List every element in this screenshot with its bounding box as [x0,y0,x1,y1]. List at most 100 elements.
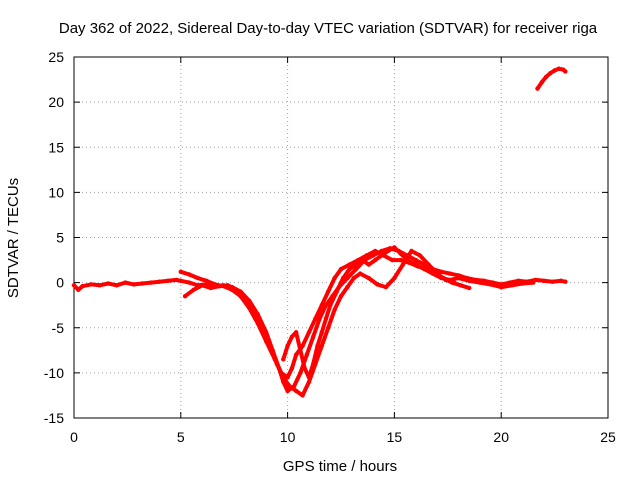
data-point [204,278,209,283]
data-point [347,266,352,272]
data-point [187,272,192,277]
data-point [76,287,81,292]
data-point [306,375,312,380]
data-point [409,248,414,254]
data-point [328,303,333,308]
y-tick-label: 20 [48,94,64,110]
data-point [332,275,337,281]
y-tick-label: 15 [48,139,64,155]
data-point [304,352,309,357]
data-point [293,330,299,335]
data-point [268,343,273,348]
y-tick-label: 5 [56,230,64,246]
data-point [281,375,286,380]
data-point [289,366,295,371]
data-point [400,262,406,267]
data-point [319,303,324,308]
data-point [520,281,525,286]
data-point [422,266,427,272]
data-point [458,283,463,288]
data-point [157,279,162,284]
data-point [71,283,77,288]
data-point [287,384,292,389]
data-point [293,388,299,394]
data-point [556,66,562,71]
data-point [217,284,222,289]
y-tick-label: 10 [48,184,64,200]
data-point [499,284,504,290]
x-tick-label: 20 [493,429,509,445]
data-point [385,248,391,254]
data-point [550,279,555,284]
data-point [539,80,544,85]
data-point [390,257,395,263]
series-track-c [182,248,457,398]
data-point [373,257,378,263]
data-point [97,283,102,288]
data-point [413,257,418,263]
data-point [516,278,521,283]
data-point [242,296,248,302]
y-tick-label: -5 [52,320,65,336]
data-point [439,269,444,274]
data-point [326,289,331,294]
data-point [259,325,265,330]
data-point [340,275,346,281]
data-point [375,282,380,287]
data-point [447,271,453,276]
data-point [456,275,461,281]
data-point [289,334,295,339]
data-point [319,343,324,348]
data-point [334,289,339,294]
data-point [488,282,493,287]
data-point [452,280,457,285]
y-tick-label: -15 [44,410,64,426]
data-point [311,361,316,367]
data-point [178,278,183,283]
data-point [392,275,397,281]
data-point [541,278,547,283]
data-point [379,253,384,258]
data-point [80,284,85,289]
data-point [426,262,431,267]
data-point [187,280,192,285]
data-point [383,284,389,290]
y-axis-label: SDTVAR / TECUs [5,178,22,298]
data-point [298,348,303,353]
data-point [347,262,352,267]
x-axis-label: GPS time / hours [283,458,397,475]
data-point [477,280,482,285]
data-point [88,282,94,287]
data-point [106,281,111,286]
series-line [72,246,568,393]
x-tick-label: 5 [177,429,185,445]
data-point [467,278,472,283]
data-point [208,285,213,291]
data-point [563,279,568,284]
data-point [123,280,128,285]
data-point [353,266,359,272]
data-point [351,275,356,281]
data-point [552,68,557,73]
x-tick-label: 25 [600,429,616,445]
data-point [300,393,305,398]
data-point [548,71,553,76]
data-point [326,325,331,330]
data-point [531,280,536,285]
data-point [148,280,154,285]
data-point [313,316,318,321]
data-point [131,282,136,287]
data-series [71,66,568,398]
data-point [317,316,322,321]
data-point [191,287,196,292]
data-point [345,284,350,290]
data-point [195,275,201,281]
data-point [535,86,540,91]
data-point [315,343,320,348]
data-point [439,275,444,281]
data-point [234,287,239,292]
data-point [413,262,418,267]
data-point [323,316,329,321]
